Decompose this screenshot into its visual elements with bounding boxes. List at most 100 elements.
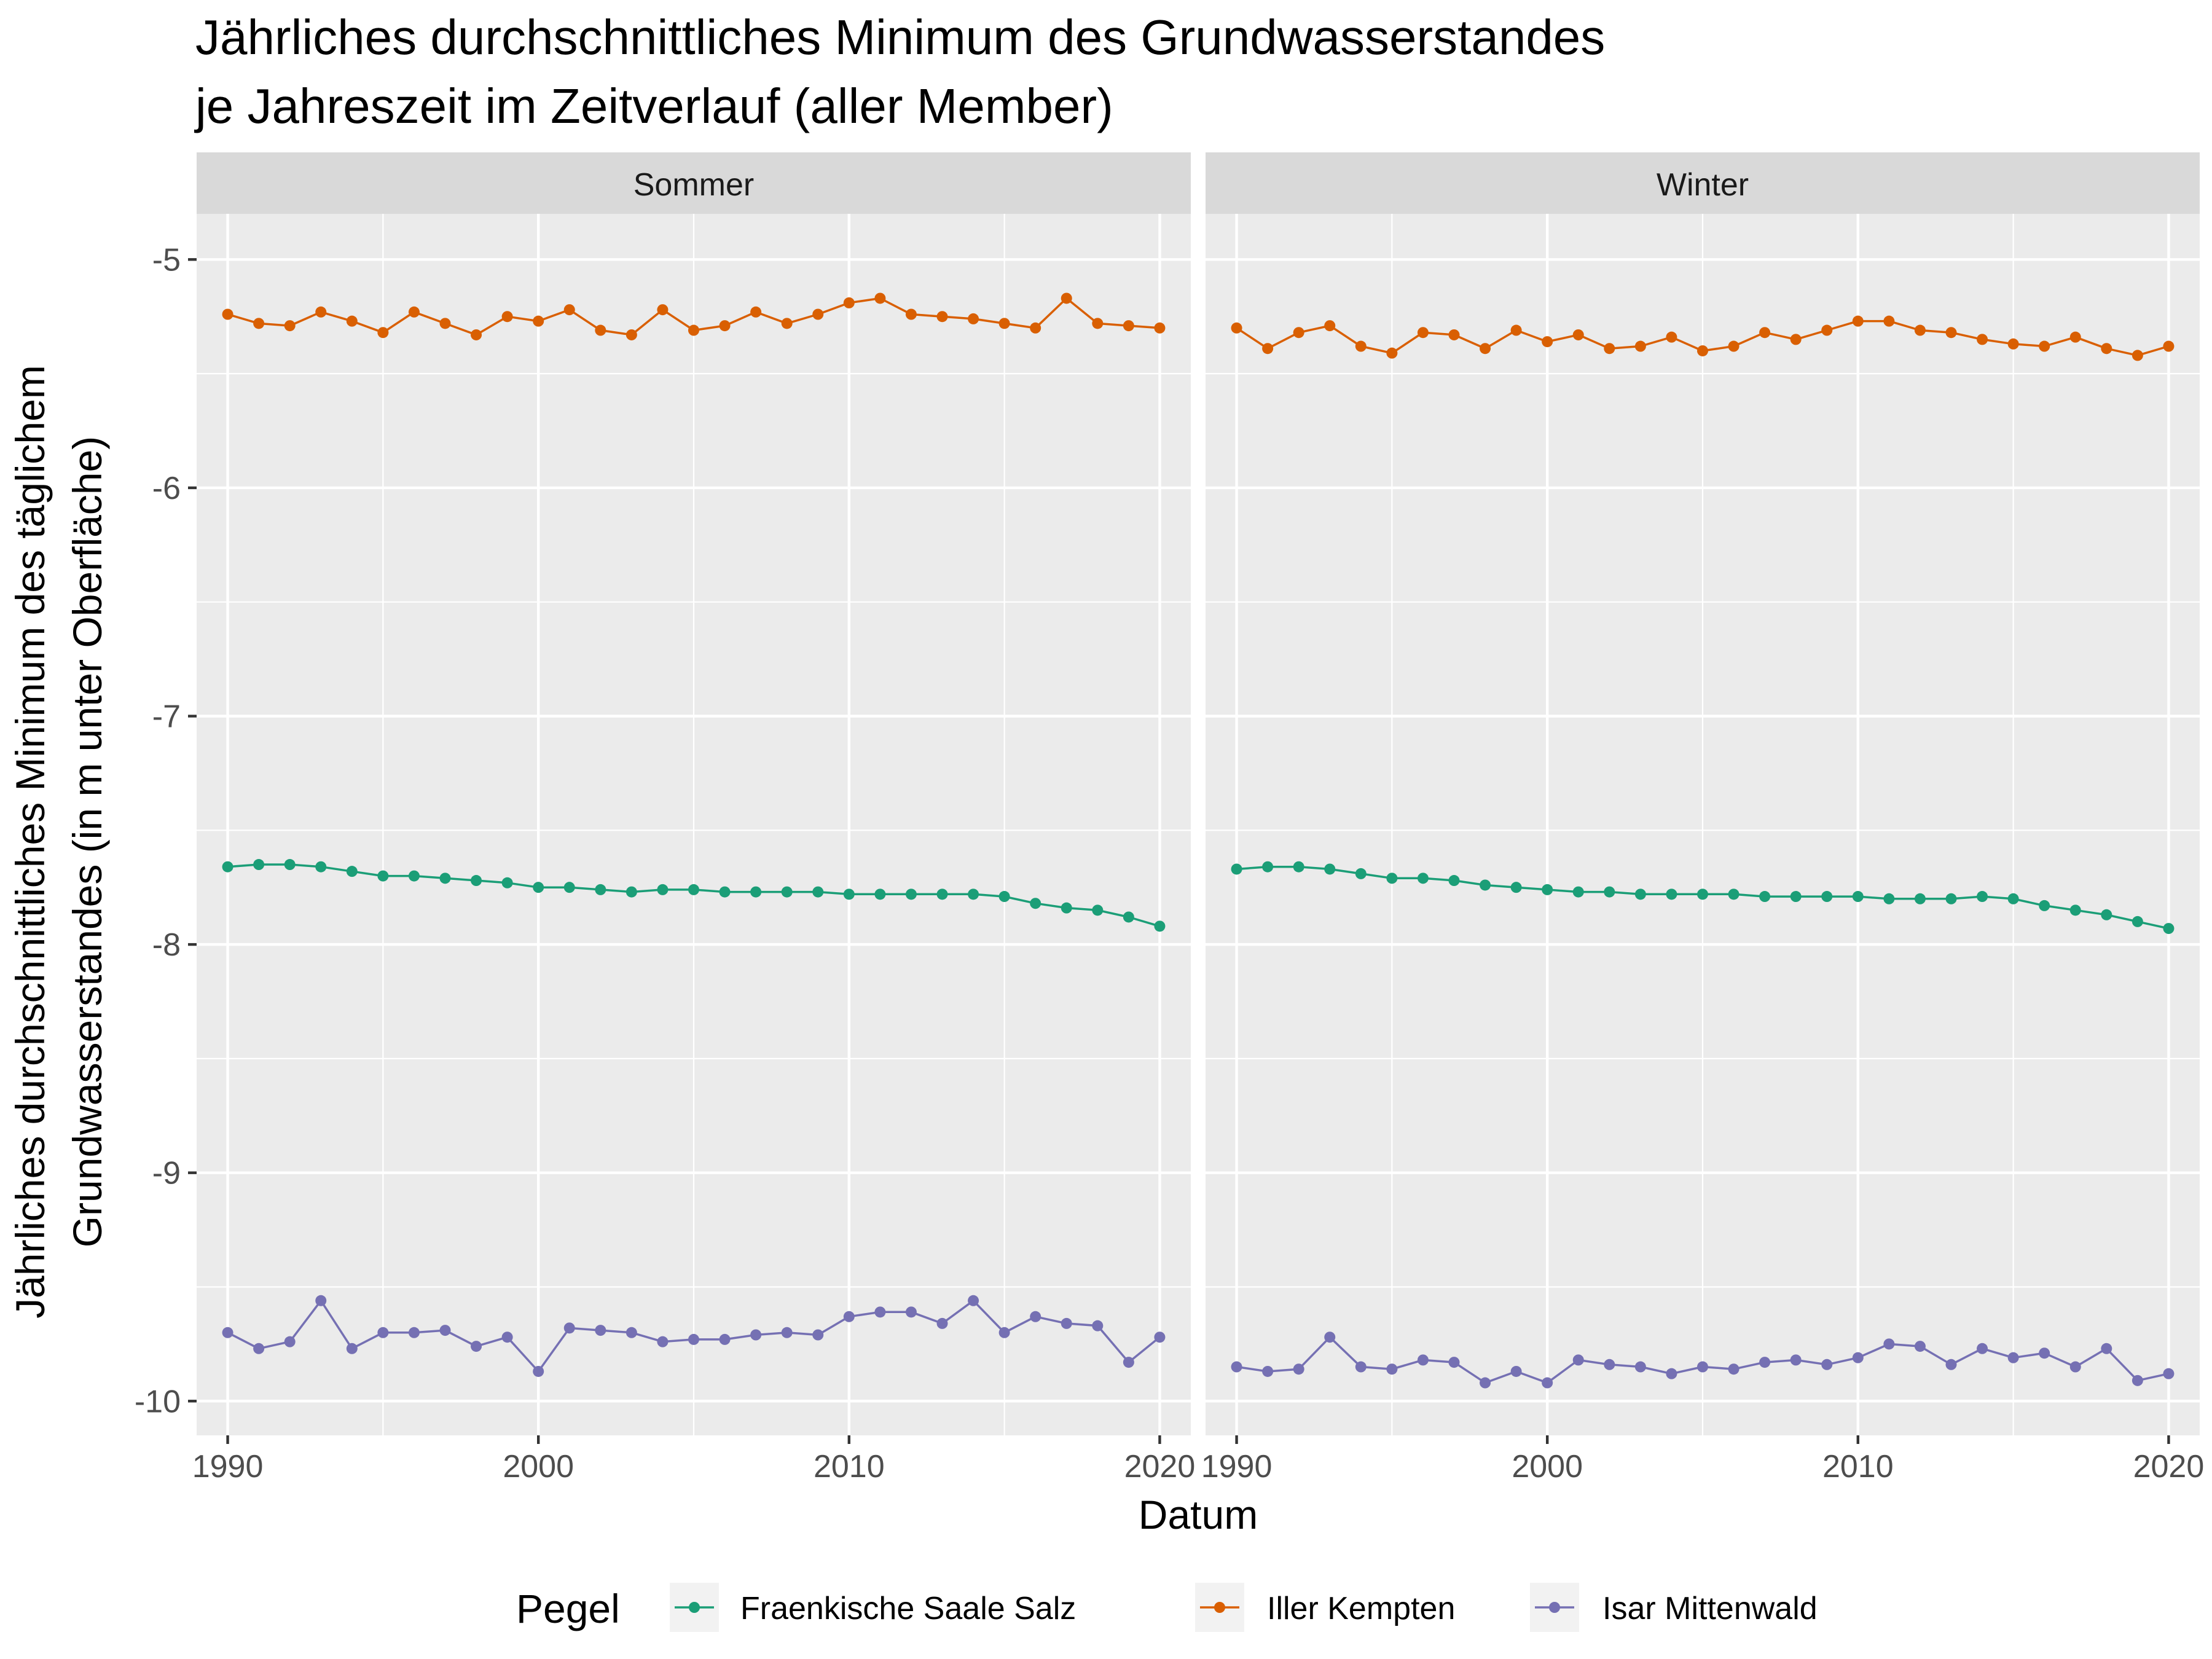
x-tick-label: 2010 — [1822, 1449, 1894, 1484]
legend-label: Fraenkische Saale Salz — [740, 1591, 1076, 1626]
data-point — [843, 1311, 855, 1322]
data-point — [812, 886, 824, 898]
data-point — [1604, 1359, 1615, 1370]
data-point — [253, 1343, 265, 1354]
data-point — [1510, 882, 1522, 893]
data-point — [688, 884, 699, 895]
x-axis-title: Datum — [1139, 1492, 1258, 1537]
legend-key-point — [689, 1602, 700, 1613]
data-point — [936, 311, 948, 323]
data-point — [750, 886, 762, 898]
data-point — [1262, 1365, 1274, 1377]
data-point — [719, 320, 731, 332]
data-point — [377, 870, 389, 882]
data-point — [657, 304, 669, 316]
data-point — [284, 1336, 296, 1347]
data-point — [1092, 318, 1104, 329]
data-point — [471, 329, 482, 340]
data-point — [471, 875, 482, 887]
data-point — [843, 297, 855, 308]
data-point — [1759, 327, 1771, 339]
data-point — [315, 306, 327, 318]
data-point — [439, 1325, 451, 1336]
data-point — [1945, 893, 1957, 904]
data-point — [1231, 863, 1242, 875]
data-point — [1852, 1352, 1864, 1363]
data-point — [408, 306, 420, 318]
data-point — [1914, 324, 1926, 336]
data-point — [1759, 891, 1771, 903]
data-point — [781, 1327, 793, 1338]
data-point — [874, 888, 886, 900]
data-point — [533, 315, 544, 327]
data-point — [1386, 873, 1398, 884]
x-tick-label: 2000 — [503, 1449, 574, 1484]
data-point — [1480, 1377, 1491, 1389]
data-point — [471, 1341, 482, 1352]
data-point — [1417, 1354, 1429, 1366]
data-point — [781, 318, 793, 329]
data-point — [1542, 884, 1553, 895]
legend-label: Isar Mittenwald — [1602, 1591, 1818, 1626]
chart-title-line-2: je Jahreszeit im Zeitverlauf (aller Memb… — [194, 79, 1113, 133]
data-point — [626, 329, 637, 340]
y-axis-title: Jährliches durchschnittliches Minimum de… — [7, 365, 110, 1319]
data-point — [2132, 1375, 2143, 1386]
data-point — [1666, 331, 1677, 343]
data-point — [1324, 1332, 1336, 1343]
y-tick-label: -7 — [152, 699, 181, 734]
data-point — [222, 308, 233, 320]
data-point — [2132, 916, 2143, 927]
data-point — [2163, 340, 2175, 352]
data-point — [253, 318, 265, 329]
data-point — [1634, 340, 1646, 352]
data-point — [1821, 1359, 1833, 1370]
data-point — [563, 1322, 575, 1334]
data-point — [1914, 893, 1926, 904]
data-point — [1542, 1377, 1553, 1389]
data-point — [874, 1306, 886, 1318]
y-axis-title-line-1: Jährliches durchschnittliches Minimum de… — [7, 365, 53, 1319]
data-point — [315, 861, 327, 873]
x-tick-label: 2010 — [814, 1449, 885, 1484]
data-point — [1945, 1359, 1957, 1370]
data-point — [563, 882, 575, 893]
data-point — [1510, 324, 1522, 336]
data-point — [1480, 343, 1491, 355]
data-point — [1293, 861, 1304, 873]
data-point — [1790, 1354, 1802, 1366]
data-point — [439, 873, 451, 884]
data-point — [626, 1327, 637, 1338]
data-point — [595, 324, 606, 336]
x-tick-label: 2020 — [1124, 1449, 1196, 1484]
data-point — [1604, 886, 1615, 898]
data-point — [2163, 1368, 2175, 1379]
data-point — [2007, 893, 2019, 904]
data-point — [1510, 1365, 1522, 1377]
data-point — [1697, 888, 1708, 900]
data-point — [905, 1306, 917, 1318]
data-point — [1852, 891, 1864, 903]
data-point — [2007, 338, 2019, 350]
series-iller-kempten — [1231, 315, 2175, 361]
y-tick-label: -10 — [135, 1384, 181, 1419]
data-point — [1030, 322, 1041, 334]
data-point — [1123, 320, 1134, 332]
data-point — [501, 311, 513, 323]
chart-title-line-1: Jährliches durchschnittliches Minimum de… — [195, 10, 1605, 65]
legend-key-point — [1214, 1602, 1225, 1613]
facet-strip — [1206, 152, 2200, 214]
data-point — [1324, 863, 1336, 875]
facet-strip-label: Winter — [1657, 167, 1749, 203]
data-point — [222, 1327, 233, 1338]
data-point — [563, 304, 575, 316]
data-point — [1945, 327, 1957, 339]
y-tick-label: -8 — [152, 927, 181, 963]
series-isar-mittenwald — [1231, 1332, 2175, 1389]
data-point — [533, 1365, 544, 1377]
legend-title: Pegel — [516, 1586, 620, 1631]
data-point — [874, 292, 886, 304]
data-point — [222, 861, 233, 873]
y-tick-label: -6 — [152, 471, 181, 506]
y-tick-label: -5 — [152, 242, 181, 278]
